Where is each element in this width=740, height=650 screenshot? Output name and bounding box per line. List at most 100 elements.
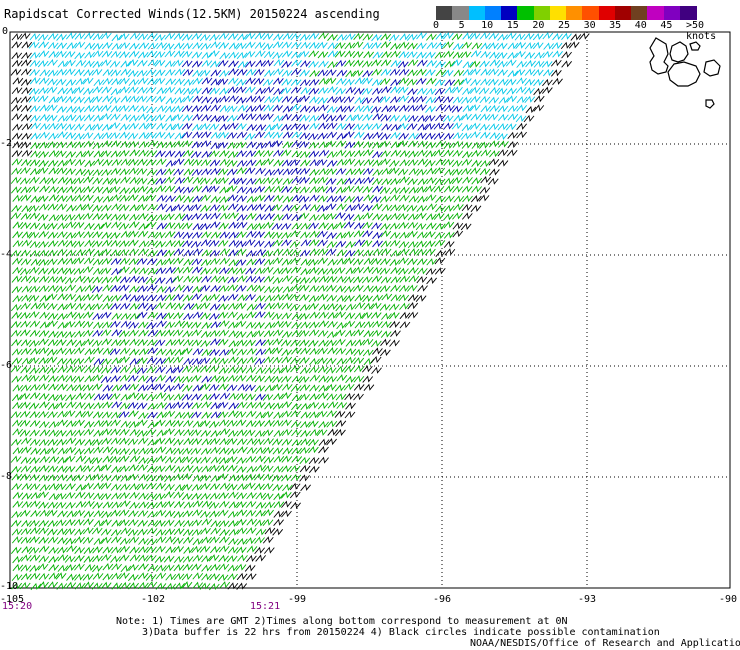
wind-barb [262, 482, 274, 491]
wind-barb [254, 177, 266, 185]
wind-barb [273, 185, 285, 193]
wind-barb [298, 329, 310, 338]
wind-barb [262, 465, 274, 473]
wind-barb [228, 95, 239, 103]
wind-barb [74, 275, 86, 283]
wind-barb [308, 284, 320, 293]
wind-barb [155, 582, 167, 590]
wind-barb [372, 294, 383, 302]
wind-barb [11, 204, 22, 212]
wind-barb [146, 393, 157, 401]
wind-barb [435, 195, 446, 203]
wind-barb [11, 473, 23, 481]
wind-barb [56, 230, 68, 239]
wind-barb [262, 393, 274, 401]
wind-barb [272, 329, 284, 337]
wind-barb [100, 104, 112, 112]
wind-barb [74, 32, 86, 40]
wind-barb [137, 321, 149, 329]
wind-barb [173, 312, 184, 320]
wind-barb [93, 537, 105, 546]
wind-barb [462, 104, 474, 112]
wind-barb [145, 158, 157, 167]
wind-barb [345, 347, 357, 356]
wind-barb [91, 527, 103, 535]
wind-barb [255, 393, 266, 401]
wind-barb [488, 140, 500, 148]
wind-barb [263, 338, 274, 347]
wind-barb [262, 78, 274, 87]
wind-barb [353, 329, 365, 337]
wind-barb [28, 185, 40, 193]
colorbar-swatch [549, 6, 567, 20]
wind-barb [217, 573, 229, 582]
wind-barb [118, 204, 130, 212]
wind-barb [345, 375, 356, 384]
wind-barb [10, 519, 22, 527]
wind-barb [38, 527, 49, 535]
lon-label-96: -96 [432, 594, 452, 605]
wind-barb [236, 131, 248, 139]
wind-barb [408, 266, 419, 275]
wind-barb [38, 555, 50, 563]
wind-barb [138, 212, 149, 221]
wind-barb [245, 95, 257, 103]
wind-barb [83, 104, 95, 113]
wind-barb [56, 68, 68, 76]
wind-barb [417, 267, 428, 275]
wind-barb [110, 536, 122, 544]
wind-barb [75, 410, 86, 418]
wind-barb [147, 59, 159, 67]
wind-barb [173, 293, 184, 301]
wind-barb [183, 357, 194, 366]
wind-barb [128, 420, 140, 429]
wind-barb [390, 86, 401, 94]
wind-barb [399, 186, 410, 194]
wind-barb [65, 293, 77, 301]
wind-barb [246, 203, 258, 211]
wind-barb [226, 131, 238, 140]
wind-barb [218, 303, 229, 311]
wind-barb [425, 87, 437, 96]
wind-barb [263, 194, 275, 202]
wind-barb [101, 212, 112, 221]
wind-barb [245, 572, 257, 581]
wind-barb [488, 68, 500, 76]
wind-barb [73, 132, 85, 141]
wind-barb [335, 149, 347, 157]
wind-barb [219, 231, 231, 239]
wind-barb [516, 95, 528, 104]
wind-barb [282, 285, 294, 294]
wind-barb [93, 158, 104, 166]
wind-barb [174, 320, 186, 328]
wind-barb [228, 221, 240, 229]
wind-barb [172, 59, 184, 67]
wind-barb [64, 123, 76, 131]
wind-barb [236, 96, 247, 105]
wind-barb [19, 581, 31, 590]
wind-barb [200, 429, 212, 437]
colorbar-tick-label: 20 [532, 20, 545, 31]
wind-barb [200, 330, 212, 338]
wind-barb [38, 536, 50, 544]
wind-barb [30, 447, 42, 455]
lon-label-93: -93 [577, 594, 597, 605]
wind-barb [281, 95, 293, 103]
wind-barb [317, 176, 329, 184]
wind-barb [39, 123, 51, 131]
wind-barb [551, 69, 562, 77]
wind-barb [397, 60, 409, 69]
wind-barb [426, 77, 437, 85]
wind-barb [210, 231, 222, 239]
wind-barb [273, 159, 284, 167]
wind-barb [155, 564, 167, 572]
wind-barb [264, 240, 275, 248]
wind-barb [182, 321, 193, 329]
wind-barb [272, 104, 284, 112]
wind-barb [110, 105, 122, 113]
wind-barb [75, 392, 86, 400]
wind-barb [101, 510, 112, 519]
wind-barb [389, 186, 401, 195]
wind-barb [200, 365, 211, 373]
wind-barb [46, 86, 58, 94]
